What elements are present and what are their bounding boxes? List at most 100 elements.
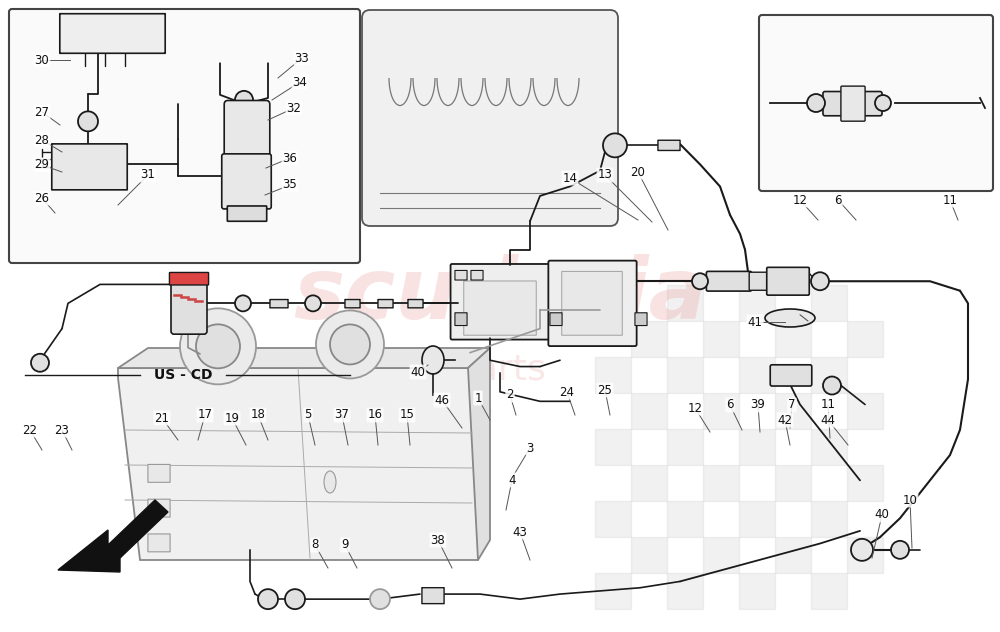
FancyBboxPatch shape xyxy=(345,300,360,308)
FancyBboxPatch shape xyxy=(362,10,618,226)
Polygon shape xyxy=(58,500,168,572)
FancyBboxPatch shape xyxy=(550,313,562,325)
FancyBboxPatch shape xyxy=(270,300,288,308)
Text: 15: 15 xyxy=(400,408,414,422)
Circle shape xyxy=(316,310,384,379)
Bar xyxy=(739,573,775,609)
Circle shape xyxy=(180,308,256,384)
Text: 23: 23 xyxy=(55,423,69,437)
FancyBboxPatch shape xyxy=(422,588,444,604)
Text: 24: 24 xyxy=(560,386,574,399)
Text: 9: 9 xyxy=(341,538,349,552)
FancyBboxPatch shape xyxy=(227,206,267,221)
Polygon shape xyxy=(468,348,490,560)
Text: 40: 40 xyxy=(411,365,425,379)
FancyBboxPatch shape xyxy=(224,100,270,160)
Text: 17: 17 xyxy=(198,408,212,422)
FancyBboxPatch shape xyxy=(464,281,536,335)
Circle shape xyxy=(78,111,98,131)
Text: 7: 7 xyxy=(788,399,796,411)
Bar xyxy=(811,357,847,393)
Text: 19: 19 xyxy=(224,411,240,425)
Bar xyxy=(595,501,631,537)
Polygon shape xyxy=(118,348,490,368)
Circle shape xyxy=(285,589,305,609)
FancyBboxPatch shape xyxy=(408,300,423,308)
Bar xyxy=(703,321,739,357)
Text: 39: 39 xyxy=(751,399,765,411)
Text: 8: 8 xyxy=(311,538,319,552)
Circle shape xyxy=(258,589,278,609)
Bar xyxy=(631,537,667,573)
Text: parts: parts xyxy=(454,353,546,387)
FancyBboxPatch shape xyxy=(770,365,812,386)
Bar xyxy=(775,465,811,501)
Bar xyxy=(703,537,739,573)
Circle shape xyxy=(823,377,841,394)
FancyBboxPatch shape xyxy=(767,267,809,295)
FancyBboxPatch shape xyxy=(455,313,467,325)
Bar xyxy=(631,393,667,429)
FancyBboxPatch shape xyxy=(759,15,993,191)
Circle shape xyxy=(891,541,909,559)
FancyBboxPatch shape xyxy=(169,272,209,285)
Bar xyxy=(631,465,667,501)
FancyBboxPatch shape xyxy=(52,144,127,190)
Circle shape xyxy=(875,95,891,111)
Circle shape xyxy=(235,295,251,312)
Bar xyxy=(775,321,811,357)
Text: 1: 1 xyxy=(474,391,482,404)
Text: 11: 11 xyxy=(820,399,836,411)
FancyBboxPatch shape xyxy=(455,270,467,280)
FancyBboxPatch shape xyxy=(823,92,882,116)
Bar xyxy=(775,393,811,429)
Text: 20: 20 xyxy=(631,166,645,178)
Text: 27: 27 xyxy=(34,106,50,119)
FancyBboxPatch shape xyxy=(60,14,165,53)
Circle shape xyxy=(235,91,253,109)
Text: 22: 22 xyxy=(22,423,38,437)
Bar xyxy=(739,429,775,465)
Text: 12: 12 xyxy=(792,193,808,207)
Bar xyxy=(631,321,667,357)
Bar xyxy=(811,573,847,609)
FancyBboxPatch shape xyxy=(222,154,271,209)
Bar xyxy=(667,501,703,537)
Text: 38: 38 xyxy=(431,533,445,547)
Bar xyxy=(847,321,883,357)
Text: scuderia: scuderia xyxy=(293,253,707,336)
Text: 6: 6 xyxy=(726,399,734,411)
Bar xyxy=(811,285,847,321)
Circle shape xyxy=(851,539,873,561)
Text: 11: 11 xyxy=(942,193,958,207)
Bar xyxy=(847,393,883,429)
FancyBboxPatch shape xyxy=(148,465,170,482)
Bar xyxy=(739,357,775,393)
Text: 18: 18 xyxy=(251,408,265,422)
Bar xyxy=(667,285,703,321)
Text: 10: 10 xyxy=(903,494,917,506)
Text: 28: 28 xyxy=(35,133,49,147)
FancyBboxPatch shape xyxy=(451,264,551,339)
FancyBboxPatch shape xyxy=(841,86,865,121)
Bar xyxy=(595,357,631,393)
FancyBboxPatch shape xyxy=(749,272,769,290)
Bar xyxy=(703,393,739,429)
Text: 34: 34 xyxy=(293,75,307,88)
Circle shape xyxy=(603,133,627,157)
Text: 3: 3 xyxy=(526,442,534,454)
Bar xyxy=(847,537,883,573)
Bar xyxy=(739,501,775,537)
Circle shape xyxy=(807,94,825,112)
Text: 44: 44 xyxy=(820,413,836,427)
Text: 31: 31 xyxy=(141,169,155,181)
Text: 30: 30 xyxy=(35,54,49,66)
Bar xyxy=(595,573,631,609)
Text: 14: 14 xyxy=(562,171,578,185)
Bar xyxy=(739,285,775,321)
Text: 12: 12 xyxy=(688,401,702,415)
Text: 4: 4 xyxy=(508,473,516,487)
Text: 6: 6 xyxy=(834,193,842,207)
Bar xyxy=(811,501,847,537)
Circle shape xyxy=(811,272,829,290)
